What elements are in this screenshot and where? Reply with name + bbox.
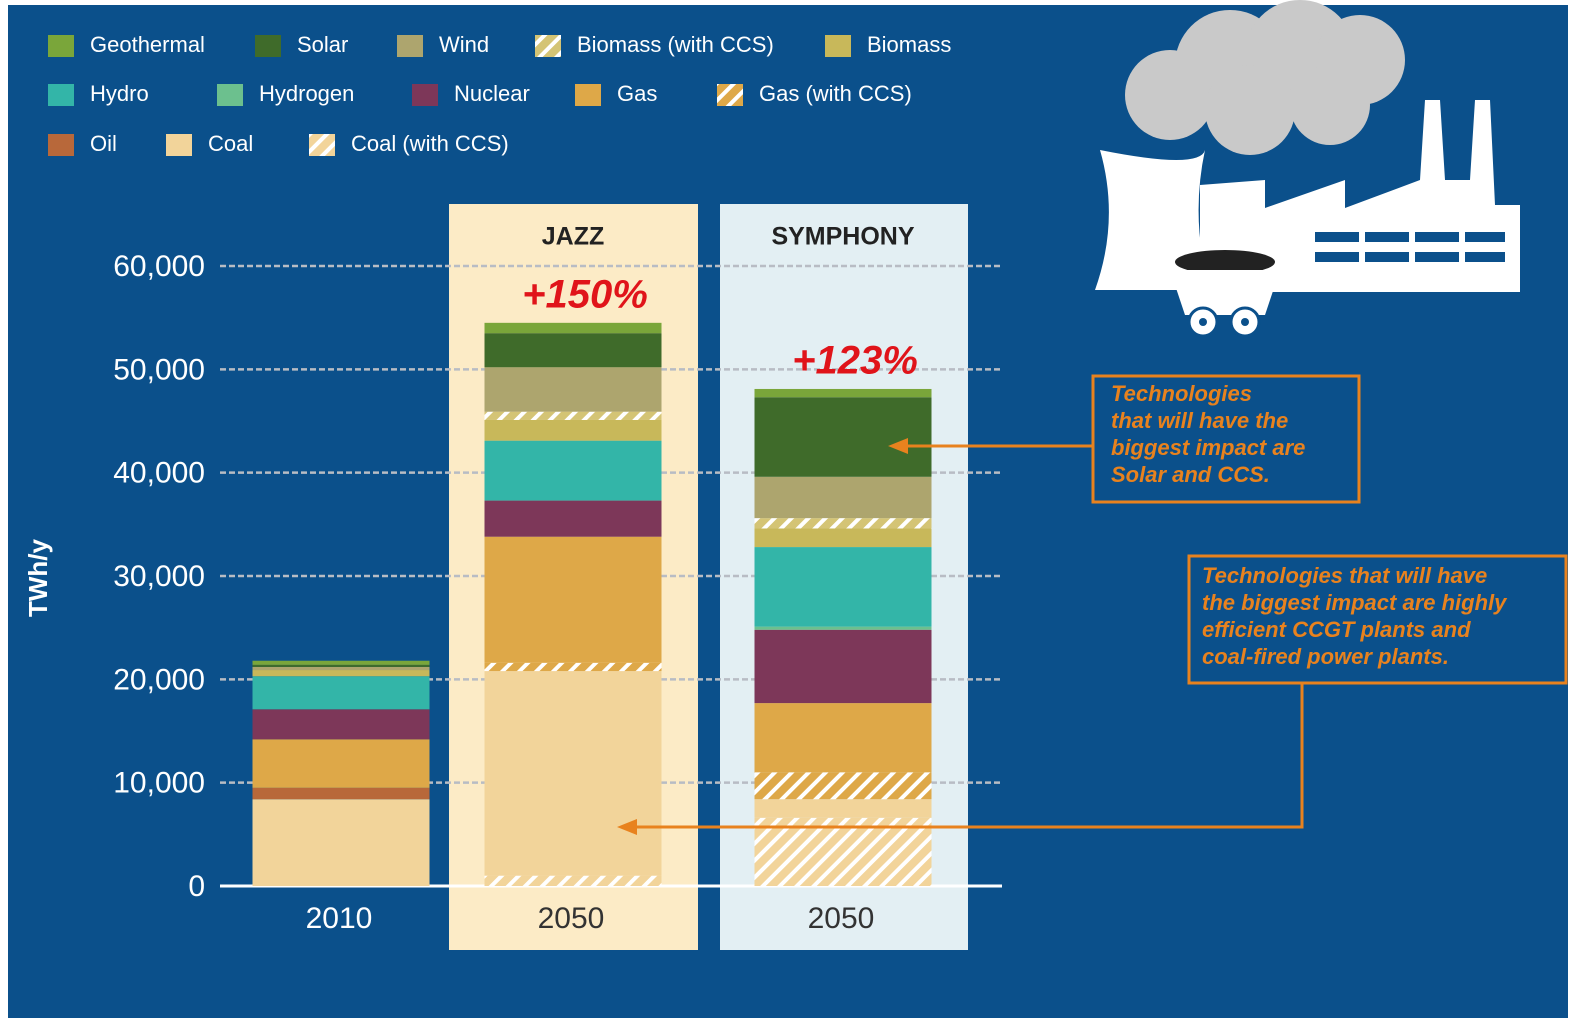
legend-label: Nuclear — [454, 81, 530, 106]
bar-segment — [484, 536, 662, 663]
bar-segment — [754, 799, 932, 818]
scenario-label: SYMPHONY — [771, 223, 914, 251]
y-tick-label: 40,000 — [113, 457, 205, 490]
legend-swatch — [309, 134, 335, 156]
callout-box — [1187, 554, 1568, 685]
bar-segment — [754, 476, 932, 519]
legend-label: Coal — [208, 131, 253, 156]
legend-label: Gas (with CCS) — [759, 81, 912, 106]
legend-swatch — [397, 35, 423, 57]
bar-segment — [754, 817, 932, 886]
bar-segment — [754, 626, 932, 630]
legend-label: Wind — [439, 32, 489, 57]
legend-swatch — [825, 35, 851, 57]
callout-text: Technologies — [1111, 381, 1252, 406]
bar-segment — [252, 799, 430, 886]
bar-segment — [484, 322, 662, 334]
legend-swatch — [535, 35, 561, 57]
legend-label: Hydrogen — [259, 81, 354, 106]
y-tick-label: 50,000 — [113, 353, 205, 386]
y-tick-label: 20,000 — [113, 663, 205, 696]
growth-annotation: +123% — [792, 339, 918, 383]
legend-swatch — [48, 35, 74, 57]
bar-segment — [754, 528, 932, 548]
legend-label: Hydro — [90, 81, 149, 106]
legend-swatch — [575, 84, 601, 106]
legend-swatch — [48, 134, 74, 156]
y-tick-label: 0 — [188, 870, 205, 903]
callout-text: biggest impact are — [1111, 435, 1305, 460]
y-tick-label: 60,000 — [113, 250, 205, 283]
bar-segment — [252, 739, 430, 788]
legend-label: Biomass — [867, 32, 951, 57]
bar-segment — [754, 629, 932, 704]
scenario-label: JAZZ — [542, 223, 605, 251]
callout-text: efficient CCGT plants and — [1202, 617, 1471, 642]
callout-text: Solar and CCS. — [1111, 462, 1270, 487]
y-tick-label: 30,000 — [113, 560, 205, 593]
x-tick-label: 2010 — [306, 902, 373, 935]
bar-segment — [754, 518, 932, 529]
legend-label: Coal (with CCS) — [351, 131, 509, 156]
legend-swatch — [255, 35, 281, 57]
legend-label: Geothermal — [90, 32, 205, 57]
callout-box — [1091, 374, 1361, 504]
bar-segment — [484, 671, 662, 876]
bar-segment — [252, 660, 430, 665]
legend-swatch — [717, 84, 743, 106]
bar-segment — [484, 411, 662, 420]
bar-segment — [484, 367, 662, 412]
callout-text: that will have the — [1111, 408, 1288, 433]
bar-segment — [252, 709, 430, 740]
bar-segment — [252, 664, 430, 667]
y-axis-label: TWh/y — [23, 538, 53, 617]
legend-label: Gas — [617, 81, 657, 106]
callout-arrowhead — [888, 438, 908, 454]
bar-segment — [484, 875, 662, 886]
legend-label: Solar — [297, 32, 348, 57]
bar-segment — [754, 772, 932, 800]
callout-arrow — [630, 683, 1304, 829]
y-tick-label: 10,000 — [113, 767, 205, 800]
callout-arrowhead — [617, 819, 637, 835]
bar-segment — [252, 670, 430, 677]
legend-swatch — [48, 84, 74, 106]
legend-swatch — [217, 84, 243, 106]
bar-segment — [252, 787, 430, 800]
legend-swatch — [166, 134, 192, 156]
bar-segment — [484, 333, 662, 368]
callout-text: Technologies that will have — [1202, 563, 1487, 588]
legend-label: Oil — [90, 131, 117, 156]
legend-label: Biomass (with CCS) — [577, 32, 774, 57]
x-tick-label: 2050 — [538, 902, 605, 935]
bar-segment — [484, 419, 662, 441]
bar-segment — [484, 500, 662, 537]
callout-text: the biggest impact are highly — [1202, 590, 1508, 615]
bar-segment — [754, 388, 932, 398]
bar-segment — [484, 440, 662, 501]
x-tick-label: 2050 — [808, 902, 875, 935]
bar-segment — [252, 666, 430, 671]
bar-segment — [754, 547, 932, 627]
bar-segment — [484, 662, 662, 672]
bar-segment — [754, 703, 932, 773]
legend-swatch — [412, 84, 438, 106]
callout-text: coal-fired power plants. — [1202, 644, 1449, 669]
bar-segment — [252, 676, 430, 710]
factory-illustration — [1095, 0, 1520, 338]
growth-annotation: +150% — [522, 272, 648, 316]
bar-segment — [754, 397, 932, 477]
